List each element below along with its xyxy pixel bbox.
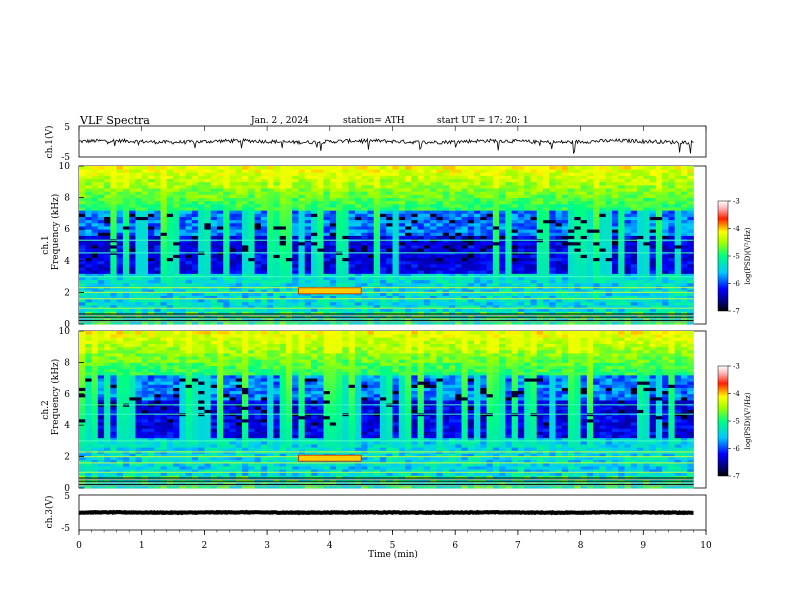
ch1-spectrogram-image	[79, 166, 694, 324]
ch1-colorbar-label: log(PSD)(V²/Hz)	[744, 227, 752, 284]
ch3-waveform-panel: 5 -5 ch.3(V)	[44, 492, 706, 534]
ch2-spec-ytick: 4	[64, 421, 70, 431]
ch3-ylabel: ch.3(V)	[44, 496, 55, 529]
ch1-waveform-panel: 5 -5 ch.1(V)	[44, 123, 706, 163]
ch1-spec-ytick: 8	[64, 194, 70, 204]
ch2-spec-ytick: 8	[64, 358, 70, 368]
ch1-colorbar-tick: -4	[733, 225, 740, 233]
ch3-ytick-bottom: -5	[61, 524, 70, 534]
ch1-spec-ytick: 2	[64, 288, 70, 298]
x-tick-label: 8	[578, 541, 584, 551]
ch2-colorbar: -3 -4 -5 -6 -7 log(PSD)(V²/Hz)	[718, 363, 752, 481]
ch1-ylabel: ch.1(V)	[44, 126, 55, 159]
x-tick-label: 3	[264, 541, 270, 551]
ch2-spec-ytick: 2	[64, 453, 70, 463]
header-start-time: start UT = 17: 20: 1	[437, 116, 529, 126]
ch1-colorbar-tick: -7	[733, 308, 740, 316]
x-tick-label: 4	[327, 541, 333, 551]
ch1-spec-ytick: 4	[64, 257, 70, 267]
ch1-colorbar-tick: -5	[733, 253, 740, 261]
ch2-colorbar-label: log(PSD)(V²/Hz)	[744, 392, 752, 449]
ch3-trace	[79, 512, 694, 513]
ch2-colorbar-tick: -5	[733, 418, 740, 426]
header-date: Jan. 2 , 2024	[250, 116, 309, 126]
x-tick-label: 0	[76, 541, 82, 551]
ch2-colorbar-tick: -3	[733, 363, 740, 371]
x-tick-label: 7	[515, 541, 521, 551]
ch2-spec-ytick: 6	[64, 390, 70, 400]
ch1-spec-ytick: 6	[64, 225, 70, 235]
ch3-ytick-top: 5	[64, 492, 70, 502]
x-axis-label: Time (min)	[368, 549, 418, 560]
ch2-spec-ylabel-channel: ch.2	[41, 400, 51, 419]
x-tick-label: 10	[700, 541, 712, 551]
ch1-colorbar: -3 -4 -5 -6 -7 log(PSD)(V²/Hz)	[718, 198, 752, 316]
ch2-spectrogram-image	[79, 331, 694, 488]
x-tick-label: 1	[139, 541, 145, 551]
ch1-spec-ylabel: Frequency (kHz)	[50, 194, 61, 271]
figure-title: VLF Spectra	[79, 114, 150, 127]
ch1-spec-ylabel-channel: ch.1	[41, 235, 51, 254]
x-tick-label: 2	[202, 541, 208, 551]
ch2-colorbar-tick: -4	[733, 390, 740, 398]
ch1-ytick-top: 5	[64, 123, 70, 133]
ch2-spec-ytick: 10	[59, 327, 71, 337]
ch1-colorbar-tick: -6	[733, 280, 740, 288]
ch2-colorbar-gradient	[718, 366, 728, 476]
ch2-colorbar-tick: -7	[733, 473, 740, 481]
x-tick-label: 9	[640, 541, 646, 551]
ch2-colorbar-tick: -6	[733, 445, 740, 453]
header-station: station= ATH	[343, 116, 405, 126]
ch2-spec-ylabel: Frequency (kHz)	[50, 359, 61, 436]
ch1-colorbar-gradient	[718, 201, 728, 311]
ch1-spec-ytick: 10	[59, 162, 71, 172]
x-tick-label: 6	[452, 541, 458, 551]
ch1-colorbar-tick: -3	[733, 198, 740, 206]
